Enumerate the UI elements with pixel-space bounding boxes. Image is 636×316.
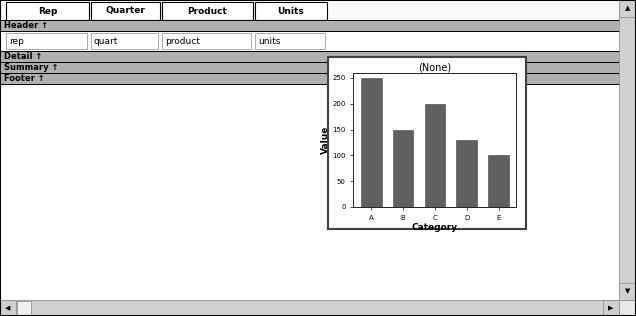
Text: Units: Units xyxy=(278,7,305,15)
Bar xyxy=(619,283,636,300)
Y-axis label: Value: Value xyxy=(321,126,329,154)
X-axis label: Category: Category xyxy=(412,223,458,232)
Title: (None): (None) xyxy=(418,62,452,72)
Text: product: product xyxy=(165,37,200,46)
Bar xyxy=(91,33,158,49)
Bar xyxy=(0,73,619,84)
Text: Header ↑: Header ↑ xyxy=(4,21,48,30)
Bar xyxy=(91,2,160,20)
Bar xyxy=(17,301,31,315)
Text: units: units xyxy=(258,37,280,46)
Bar xyxy=(0,62,619,73)
Text: ▶: ▶ xyxy=(608,305,614,311)
Bar xyxy=(255,33,325,49)
Bar xyxy=(619,0,636,300)
Text: Quarter: Quarter xyxy=(106,7,146,15)
Bar xyxy=(255,2,327,20)
Bar xyxy=(457,140,477,207)
Bar xyxy=(6,33,87,49)
Text: ◀: ◀ xyxy=(5,305,11,311)
Bar xyxy=(328,57,526,229)
Text: Summary ↑: Summary ↑ xyxy=(4,63,59,72)
Bar xyxy=(6,2,89,20)
Bar xyxy=(488,155,509,207)
Bar xyxy=(603,300,619,316)
Bar xyxy=(0,51,619,62)
Text: Product: Product xyxy=(188,7,228,15)
Text: ▼: ▼ xyxy=(625,289,630,295)
Bar xyxy=(162,2,253,20)
Bar xyxy=(0,31,619,51)
Bar xyxy=(0,2,619,20)
Bar xyxy=(392,130,413,207)
Text: Rep: Rep xyxy=(38,7,57,15)
Bar xyxy=(0,300,619,316)
Text: ▲: ▲ xyxy=(625,5,630,11)
Bar xyxy=(162,33,251,49)
Bar xyxy=(0,300,16,316)
Text: rep: rep xyxy=(9,37,24,46)
Bar xyxy=(425,104,445,207)
Text: quart: quart xyxy=(94,37,118,46)
Bar xyxy=(619,0,636,17)
Text: Detail ↑: Detail ↑ xyxy=(4,52,43,61)
Text: Footer ↑: Footer ↑ xyxy=(4,74,45,83)
Bar xyxy=(361,78,382,207)
Bar xyxy=(0,20,619,31)
